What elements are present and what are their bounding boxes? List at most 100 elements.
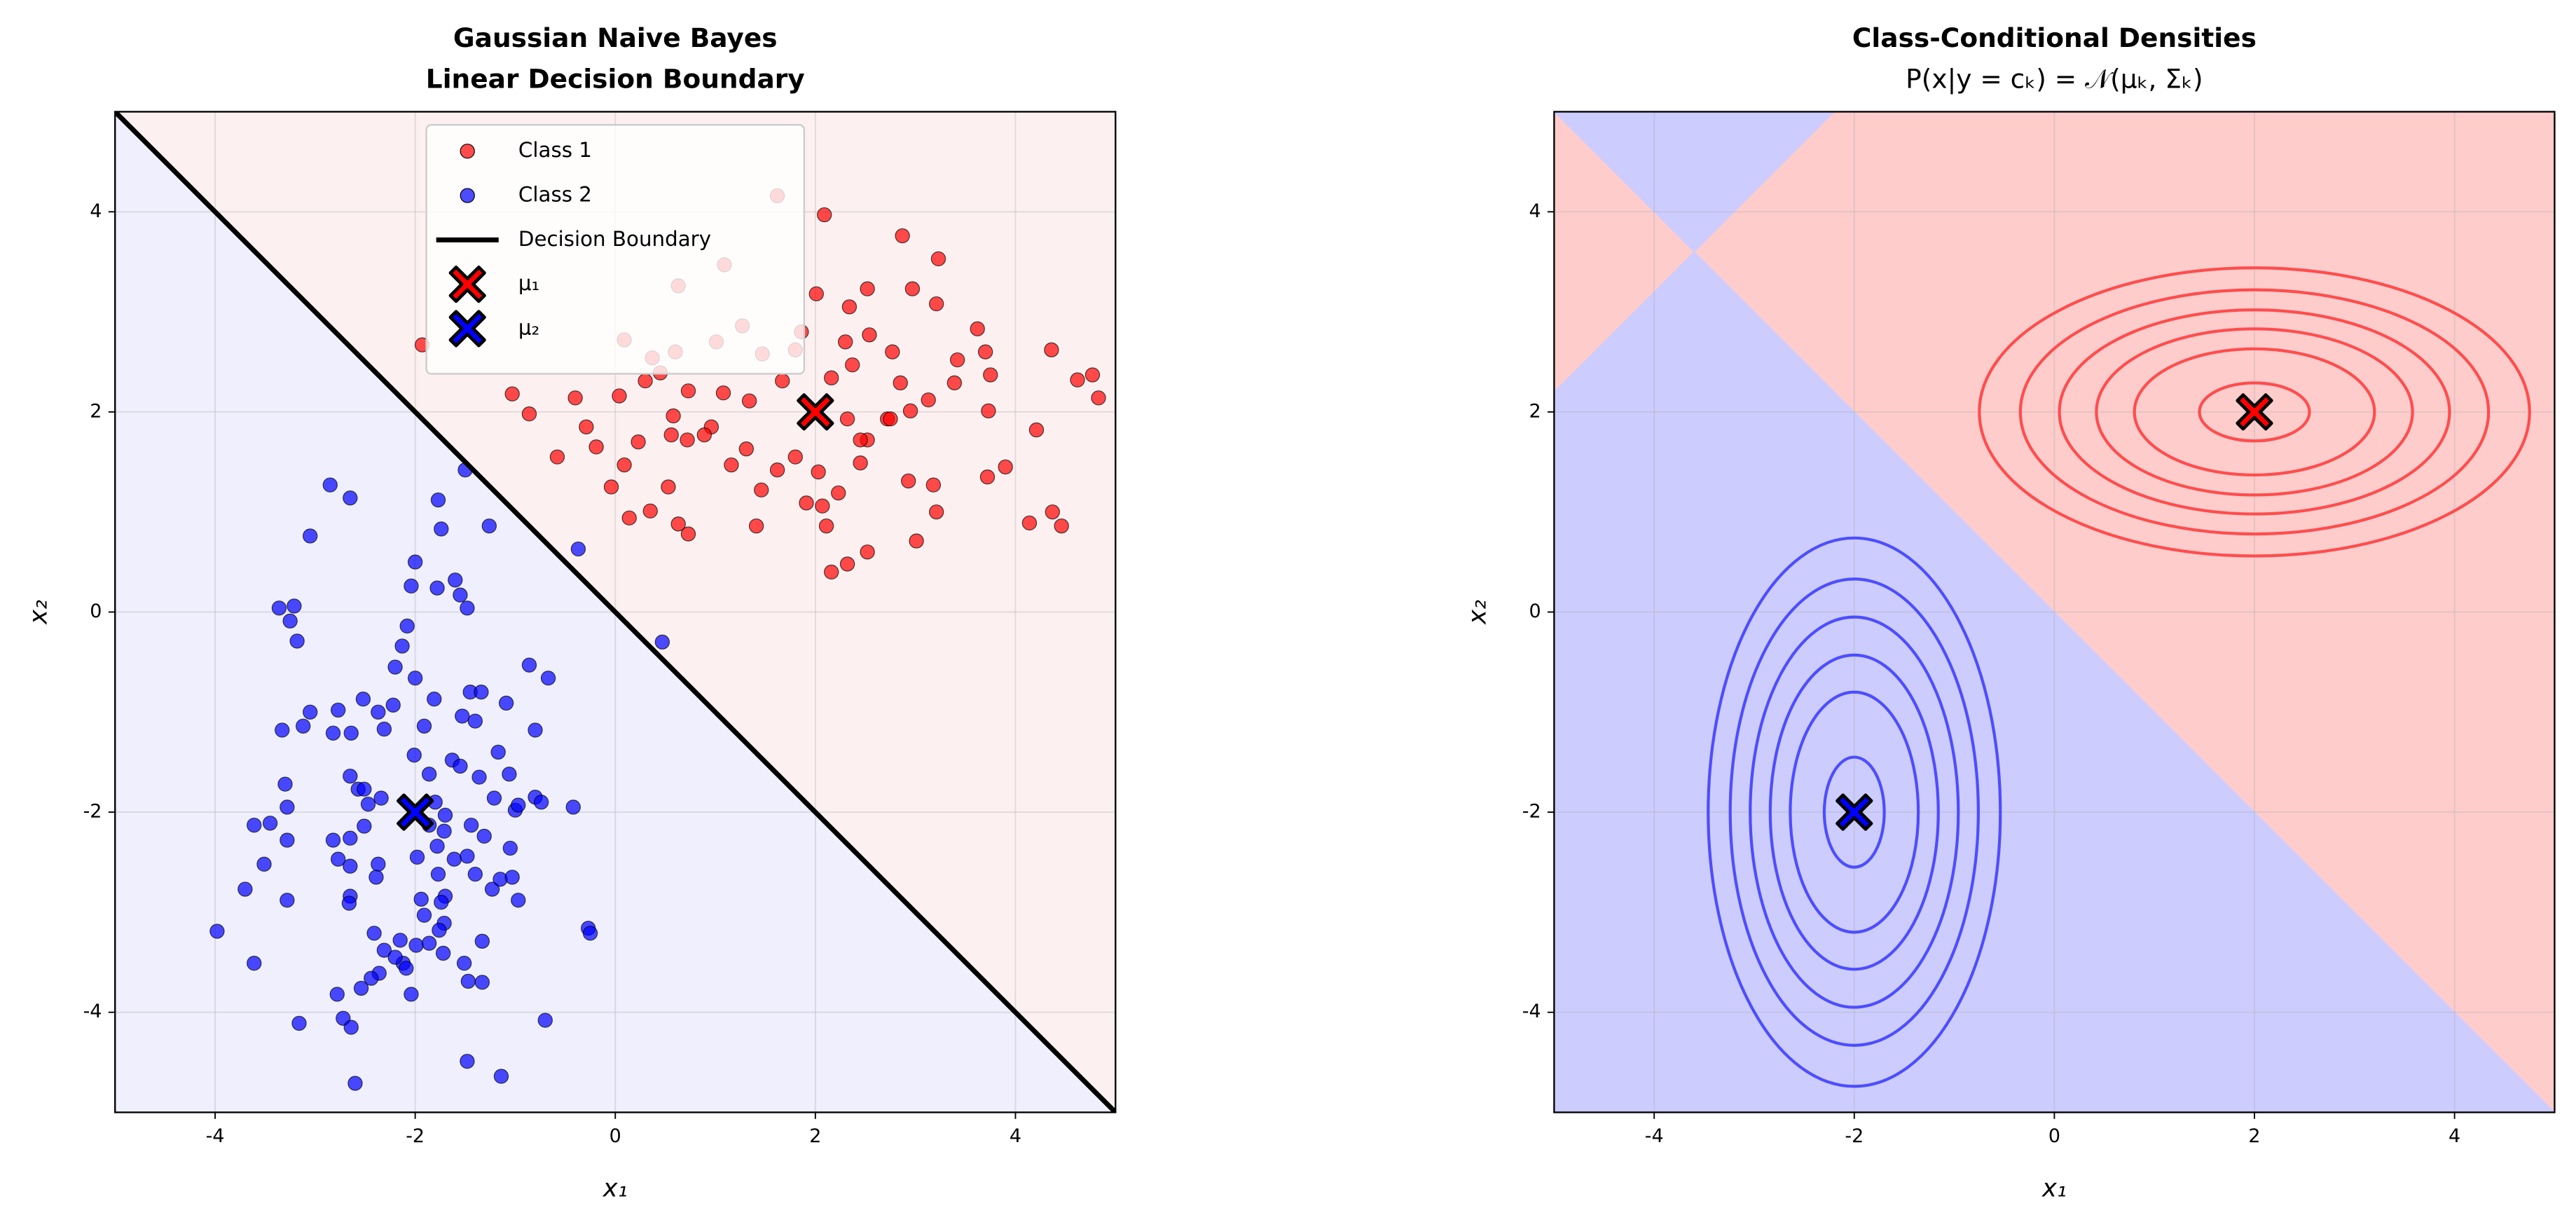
density-contour [1707,536,2002,1088]
scatter-point [406,748,422,763]
scatter-point [376,721,392,737]
scatter-point [427,692,442,707]
subplot: Class-Conditional Densities P(x|y = cₖ) =… [1463,22,2556,1203]
scatter-point [343,830,358,846]
scatter-point [430,492,446,508]
density-contour [1822,755,1886,869]
scatter-point [446,851,462,867]
scatter-point [209,924,225,939]
scatter-point [930,251,946,267]
scatter-point [928,504,944,520]
y-tick-label: 0 [1529,600,1541,622]
legend-label: Class 1 [518,138,592,162]
scatter-point [376,942,392,958]
scatter-point [303,528,318,544]
axes-frame [1553,111,2556,1113]
scatter-point [817,207,832,223]
scatter-point [247,956,262,971]
scatter-point [537,1012,553,1028]
scatter-point [533,795,549,810]
scatter-point [343,1019,359,1035]
scatter-point [824,370,839,385]
scatter-point [474,685,489,700]
scatter-point [853,455,868,471]
scatter-point [357,781,372,797]
chart-subtitle: P(x|y = cₖ) = 𝒩(μₖ, Σₖ) [1906,63,2203,95]
scatter-point [1091,390,1106,406]
scatter-point [331,702,346,718]
scatter-point [862,327,877,343]
scatter-point [654,634,670,650]
scatter-point [928,296,944,312]
scatter-point [588,439,604,455]
scatter-point [453,758,468,774]
scatter-point [565,799,581,815]
density-contour [1978,266,2531,558]
scatter-point [325,832,341,848]
scatter-point [998,459,1013,475]
scatter-point [603,479,619,495]
scatter-point [582,926,598,941]
y-tick-label: -2 [83,801,102,823]
x-tick-label: 4 [2448,1125,2460,1147]
scatter-point [811,464,826,480]
scatter-point [409,849,425,865]
scatter-point [666,408,681,424]
scatter-point [521,657,537,673]
scatter-point [1021,515,1038,531]
scatter-point [331,851,346,867]
x-tick-label: 0 [609,1125,621,1147]
scatter-point [921,392,936,408]
x-tick-label: 0 [2048,1125,2060,1147]
scatter-point [521,406,537,422]
legend-label: Class 2 [518,183,592,207]
scatter-point [430,866,446,882]
scatter-point [631,434,646,450]
scatter-point [392,933,408,948]
scatter-point [357,818,372,834]
scatter-point [970,321,985,337]
scatter-point [467,713,483,729]
scatter-point [612,388,627,404]
scatter-point [769,462,785,478]
scatter-point [815,498,830,514]
chart-title: Class-Conditional Densities [1852,22,2257,53]
scatter-point [493,1069,509,1084]
scatter-point [885,344,900,359]
scatter-point [280,832,295,848]
scatter-point [860,544,875,560]
y-tick-label: -4 [1522,1001,1541,1022]
scatter-point [893,375,908,391]
scatter-point [303,704,318,720]
scatter-point [642,503,658,519]
scatter-point [343,490,358,506]
scatter-point [1070,372,1085,387]
scatter-point [484,881,500,897]
scatter-point [394,638,410,654]
scatter-point [661,479,676,495]
density-contour [1728,577,1980,1047]
scatter-point [435,945,451,961]
scatter-point [421,935,437,951]
scatter-point [680,383,696,399]
scatter-point [901,473,916,489]
x-tick-label: 2 [2248,1125,2260,1147]
density-contour [2018,288,2491,536]
scatter-point [481,519,497,534]
scatter-point [775,373,790,389]
scatter-point [638,373,653,389]
scatter-point [280,893,295,908]
scatter-point [271,600,287,616]
scatter-point [853,432,868,448]
x-tick-label: -4 [1645,1125,1664,1147]
scatter-point [347,1076,363,1091]
density-contour [2133,347,2376,476]
scatter-point [490,744,506,760]
scatter-point [981,403,996,419]
scatter-point [371,856,386,872]
scatter-point [453,587,468,603]
scatter-point [474,975,490,990]
scatter-point [275,722,290,738]
scatter-point [925,477,942,493]
scatter-point [343,725,359,741]
